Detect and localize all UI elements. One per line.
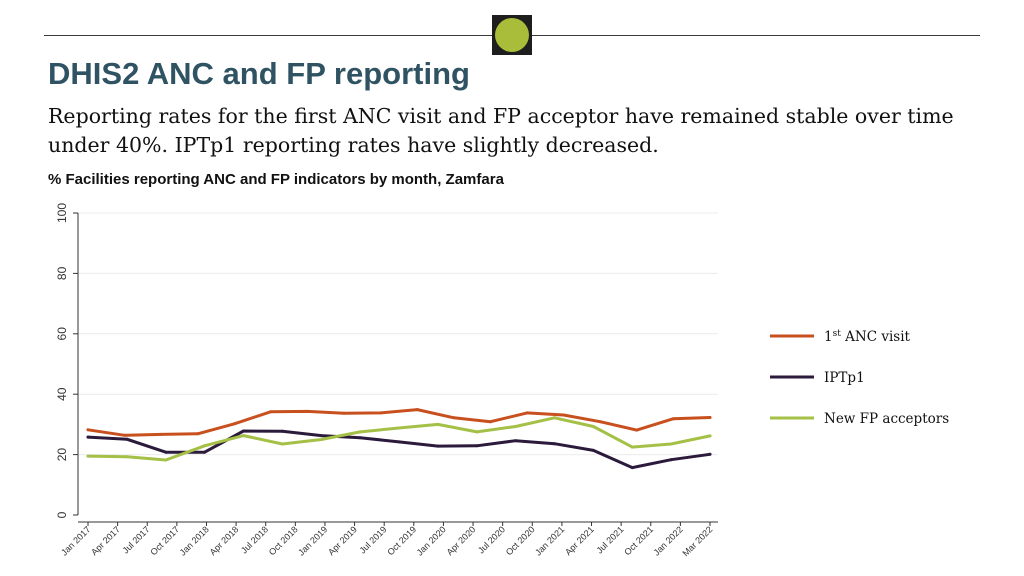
data-point — [669, 458, 673, 462]
y-tick-label: 100 — [55, 203, 69, 223]
data-point — [630, 466, 634, 470]
data-point — [342, 411, 346, 415]
data-point — [475, 444, 479, 448]
y-tick-label: 80 — [55, 266, 69, 280]
data-point — [525, 411, 529, 415]
x-tick-label: Jan 2018 — [178, 524, 211, 557]
y-tick-label: 40 — [55, 387, 69, 401]
data-point — [708, 452, 712, 456]
data-point — [203, 450, 207, 454]
data-point — [514, 439, 518, 443]
data-point — [630, 445, 634, 449]
logo-circle-icon — [495, 18, 529, 52]
data-point — [415, 408, 419, 412]
data-point — [125, 455, 129, 459]
x-tick-label: Jul 2020 — [476, 524, 507, 555]
data-point — [306, 409, 309, 413]
data-point — [397, 426, 401, 430]
data-point — [86, 428, 90, 432]
data-point — [196, 432, 200, 436]
data-point — [514, 425, 518, 428]
data-point — [591, 448, 595, 452]
data-point — [269, 410, 273, 414]
data-point — [242, 429, 245, 433]
x-tick-label: Apr 2021 — [563, 524, 596, 557]
data-point — [203, 444, 207, 448]
data-point — [436, 422, 440, 426]
x-tick-label: Jul 2017 — [121, 524, 152, 555]
x-tick-label: Oct 2020 — [504, 524, 537, 557]
x-tick-label: Mar 2022 — [680, 524, 714, 558]
chart-title: % Facilities reporting ANC and FP indica… — [48, 171, 504, 188]
x-tick-label: Jul 2019 — [357, 524, 388, 555]
data-point — [164, 458, 168, 462]
series-line-1 — [86, 429, 712, 470]
data-point — [379, 411, 383, 415]
x-tick-label: Jan 2019 — [296, 524, 329, 557]
x-tick-label: Jul 2021 — [594, 524, 625, 555]
data-point — [319, 438, 323, 441]
x-tick-label: Apr 2017 — [89, 524, 122, 557]
data-point — [475, 430, 479, 434]
x-tick-label: Oct 2017 — [148, 524, 181, 557]
data-point — [489, 420, 492, 424]
data-point — [562, 413, 566, 417]
data-point — [553, 416, 556, 420]
data-point — [598, 420, 602, 424]
data-point — [671, 417, 675, 421]
x-tick-label: Oct 2021 — [622, 524, 655, 557]
data-point — [591, 425, 595, 428]
x-tick-label: Jan 2017 — [59, 524, 92, 557]
data-point — [232, 422, 236, 426]
data-point — [125, 437, 129, 441]
data-point — [553, 442, 556, 446]
data-point — [397, 440, 401, 444]
data-point — [123, 433, 127, 437]
data-point — [436, 444, 440, 448]
data-point — [159, 432, 163, 436]
data-point — [358, 436, 362, 440]
y-tick-label: 20 — [55, 448, 69, 462]
x-tick-label: Oct 2019 — [385, 524, 418, 557]
data-point — [708, 434, 712, 438]
data-point — [319, 434, 323, 438]
x-tick-label: Jan 2020 — [415, 524, 448, 557]
series-line-0 — [86, 408, 712, 437]
data-point — [86, 454, 90, 458]
data-point — [86, 435, 90, 439]
legend-label: New FP acceptors — [824, 411, 949, 427]
data-point — [242, 434, 245, 438]
data-point — [669, 442, 673, 446]
data-point — [452, 416, 456, 420]
y-tick-label: 60 — [55, 327, 69, 341]
x-tick-label: Apr 2020 — [445, 524, 478, 557]
legend-label: IPTp1 — [824, 370, 865, 386]
data-point — [358, 430, 362, 434]
x-tick-label: Jul 2018 — [239, 524, 270, 555]
y-tick-label: 0 — [55, 511, 69, 518]
x-tick-label: Oct 2018 — [267, 524, 300, 557]
logo — [492, 15, 532, 55]
legend-label: 1st ANC visit — [824, 329, 911, 345]
data-point — [280, 429, 284, 433]
x-tick-label: Apr 2018 — [208, 524, 241, 557]
x-tick-label: Jan 2022 — [652, 524, 685, 557]
data-point — [164, 450, 168, 454]
data-point — [708, 416, 712, 419]
data-point — [635, 428, 639, 432]
page-subtitle: Reporting rates for the first ANC visit … — [48, 104, 954, 157]
x-tick-label: Apr 2019 — [326, 524, 359, 557]
page-title: DHIS2 ANC and FP reporting — [48, 56, 470, 91]
data-point — [280, 442, 284, 446]
x-tick-label: Jan 2021 — [533, 524, 566, 557]
